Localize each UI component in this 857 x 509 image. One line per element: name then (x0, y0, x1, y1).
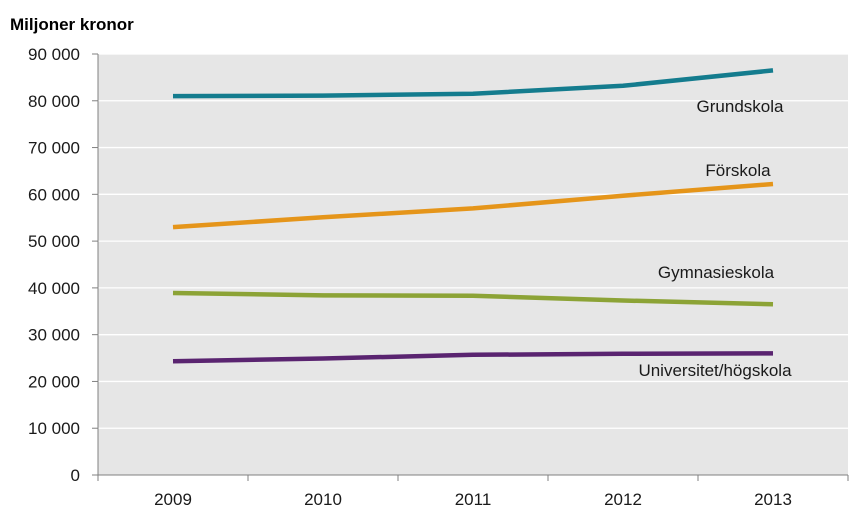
x-tick-label: 2012 (604, 490, 642, 509)
x-tick-label: 2009 (154, 490, 192, 509)
series-label: Förskola (705, 161, 771, 180)
y-tick-label: 10 000 (28, 419, 80, 438)
y-tick-label: 70 000 (28, 139, 80, 158)
y-tick-label: 60 000 (28, 185, 80, 204)
series-label: Gymnasieskola (658, 263, 775, 282)
y-tick-label: 90 000 (28, 45, 80, 64)
series-lines (172, 68, 774, 364)
axes: 0 10 000 20 000 30 000 40 000 50 000 60 000 70 … (28, 45, 849, 509)
y-tick-label: 30 000 (28, 326, 80, 345)
series-line (172, 68, 774, 99)
plot-area (98, 54, 848, 475)
x-tick-label: 2010 (304, 490, 342, 509)
y-tick-label: 40 000 (28, 279, 80, 298)
y-tick-label: 20 000 (28, 372, 80, 391)
gridlines (98, 53, 848, 429)
y-unit-label: Miljoner kronor (10, 15, 134, 34)
labels: Grundskola Förskola Gymnasieskola Universit… (638, 97, 792, 380)
x-tick-label: 2013 (754, 490, 792, 509)
y-tick-label: 80 000 (28, 92, 80, 111)
y-tick-label: 50 000 (28, 232, 80, 251)
x-tick-label: 2011 (455, 490, 492, 509)
series-line (172, 290, 774, 307)
y-tick-label: 0 (71, 466, 80, 485)
series-label: Universitet/högskola (638, 361, 792, 380)
series-label: Grundskola (697, 97, 784, 116)
series-line (172, 351, 774, 364)
series-line (172, 181, 774, 230)
